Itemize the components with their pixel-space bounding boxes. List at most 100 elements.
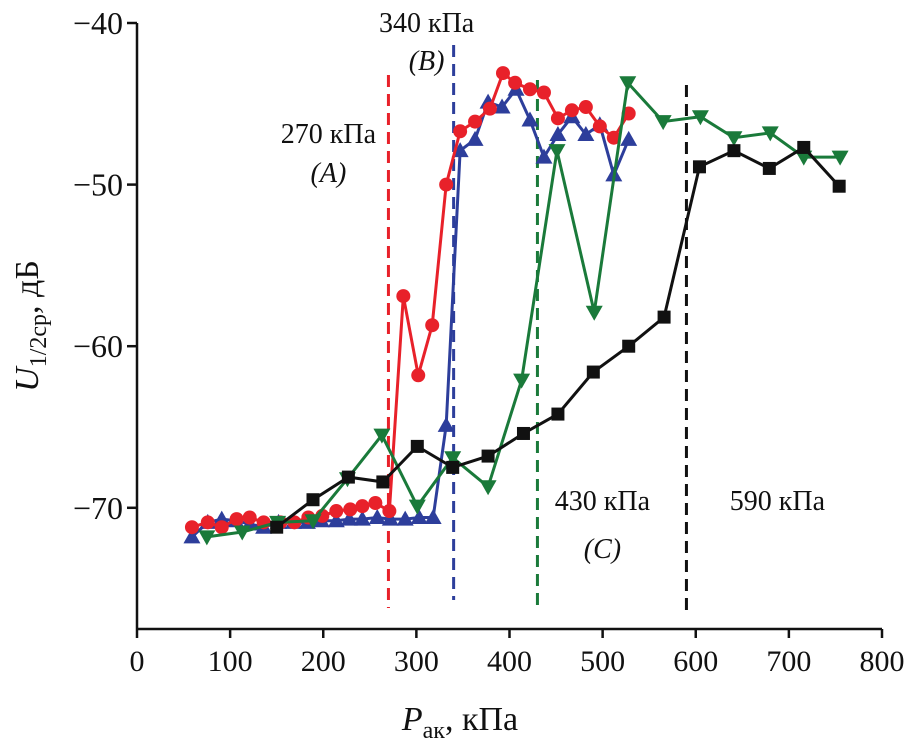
point bbox=[184, 520, 199, 535]
point bbox=[654, 115, 672, 131]
point bbox=[183, 528, 201, 544]
point bbox=[368, 495, 383, 510]
point bbox=[495, 66, 510, 81]
point bbox=[831, 150, 849, 166]
x-tick-label: 500 bbox=[580, 645, 625, 678]
point bbox=[493, 98, 511, 114]
x-label-main: P bbox=[401, 701, 423, 738]
point bbox=[425, 318, 440, 333]
x-tick-label: 200 bbox=[301, 645, 346, 678]
point bbox=[550, 111, 565, 126]
point bbox=[408, 499, 426, 515]
point bbox=[622, 339, 636, 353]
point bbox=[535, 148, 553, 164]
point bbox=[522, 82, 537, 97]
y-label-sub: 1/2ср bbox=[26, 314, 52, 367]
point bbox=[200, 515, 215, 530]
point bbox=[548, 144, 566, 160]
point bbox=[549, 126, 567, 142]
point bbox=[795, 150, 813, 166]
point bbox=[343, 502, 358, 517]
point bbox=[513, 373, 531, 389]
point bbox=[508, 75, 523, 90]
annotation-letter: (A) bbox=[311, 158, 347, 189]
point bbox=[396, 289, 411, 304]
point bbox=[444, 451, 462, 467]
x-tick-label: 400 bbox=[487, 645, 532, 678]
y-tick-label: −70 bbox=[73, 490, 123, 526]
point bbox=[306, 493, 320, 507]
point bbox=[482, 101, 497, 116]
point bbox=[797, 140, 811, 154]
x-tick-label: 700 bbox=[766, 645, 811, 678]
point bbox=[564, 103, 579, 118]
point bbox=[468, 114, 483, 129]
x-tick-label: 100 bbox=[208, 645, 253, 678]
point bbox=[270, 520, 284, 534]
point bbox=[381, 510, 399, 526]
point bbox=[481, 449, 495, 463]
series-line bbox=[190, 86, 631, 538]
point bbox=[410, 439, 424, 453]
x-axis-label: Pак, кПа bbox=[401, 701, 518, 744]
point bbox=[368, 508, 386, 524]
point bbox=[727, 144, 741, 158]
point bbox=[439, 177, 454, 192]
annotation-label: 430 кПа bbox=[555, 486, 651, 517]
y-tick-label: −50 bbox=[73, 167, 123, 203]
y-tick-label: −60 bbox=[73, 328, 123, 364]
series-line bbox=[191, 70, 630, 529]
point bbox=[516, 426, 530, 440]
point bbox=[536, 85, 551, 100]
y-axis-label: U1/2ср, дБ bbox=[9, 260, 52, 392]
point bbox=[762, 161, 776, 175]
point bbox=[198, 530, 216, 546]
point bbox=[304, 514, 322, 530]
point bbox=[606, 130, 621, 145]
y-tick-label: −40 bbox=[73, 5, 123, 41]
annotation-label: 270 кПа bbox=[281, 119, 377, 150]
point bbox=[453, 124, 468, 139]
point bbox=[551, 407, 565, 421]
point bbox=[832, 179, 846, 193]
point bbox=[692, 160, 706, 174]
point bbox=[214, 520, 229, 535]
point bbox=[578, 100, 593, 115]
point bbox=[382, 504, 397, 519]
point bbox=[340, 510, 358, 526]
point bbox=[376, 475, 390, 489]
point bbox=[657, 310, 671, 324]
x-label-unit: , кПа bbox=[445, 701, 518, 738]
point bbox=[479, 480, 497, 496]
annotation-letter: (B) bbox=[409, 46, 445, 77]
point bbox=[410, 508, 428, 524]
point bbox=[619, 76, 637, 92]
point bbox=[411, 368, 426, 383]
point bbox=[466, 130, 484, 146]
point bbox=[585, 305, 603, 321]
x-label-sub: ак bbox=[423, 718, 446, 744]
point bbox=[725, 131, 743, 147]
point bbox=[242, 510, 257, 525]
x-tick-label: 600 bbox=[673, 645, 718, 678]
point bbox=[355, 499, 370, 514]
x-tick-label: 300 bbox=[394, 645, 439, 678]
series-line bbox=[275, 145, 841, 529]
point bbox=[233, 525, 251, 541]
point bbox=[521, 111, 539, 127]
annotation-letter: (C) bbox=[584, 534, 621, 565]
annotation-label: 590 кПа bbox=[730, 486, 826, 517]
annotation-label: 340 кПа bbox=[379, 8, 475, 39]
point bbox=[329, 504, 344, 519]
point bbox=[341, 470, 355, 484]
y-label-unit: , дБ bbox=[9, 260, 46, 314]
point bbox=[577, 126, 595, 142]
point bbox=[353, 510, 371, 526]
point bbox=[437, 416, 455, 432]
point bbox=[229, 512, 244, 527]
point bbox=[691, 110, 709, 126]
x-tick-label: 800 bbox=[860, 645, 905, 678]
point bbox=[620, 130, 638, 146]
